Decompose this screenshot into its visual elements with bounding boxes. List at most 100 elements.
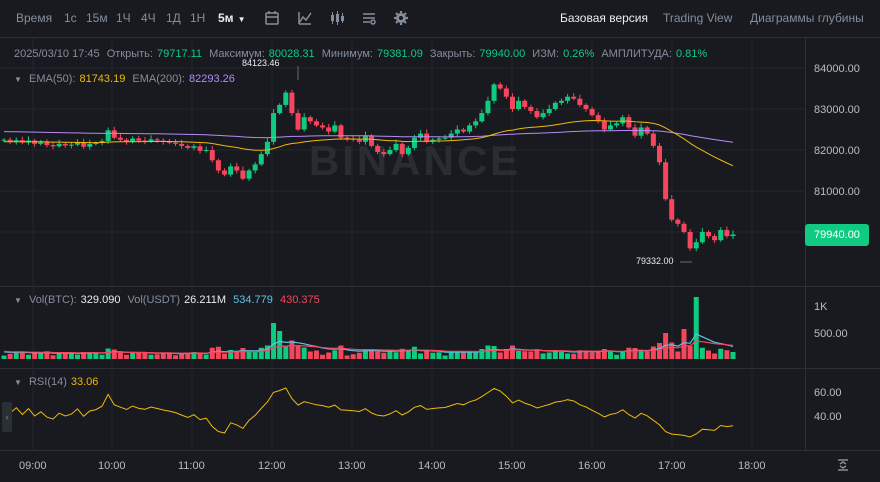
chevron-down-icon[interactable]: ▼: [14, 378, 22, 387]
candle-body: [313, 121, 319, 126]
gear-icon[interactable]: [393, 10, 409, 26]
volume-bar: [516, 351, 522, 359]
change-label: ИЗМ:: [532, 48, 560, 60]
volume-bar: [595, 351, 601, 359]
volume-bar: [148, 354, 154, 359]
candle-body: [369, 135, 375, 146]
active-interval-label: 5м: [218, 11, 234, 25]
candle-body: [583, 104, 589, 109]
view-basic[interactable]: Базовая версия: [560, 11, 648, 25]
view-tradingview[interactable]: Trading View: [663, 11, 733, 25]
candle-body: [424, 133, 430, 142]
candle-body: [509, 96, 515, 109]
volume-bar: [632, 348, 638, 359]
ema200-value: 82293.26: [188, 73, 235, 85]
volume-bar: [264, 345, 270, 359]
open-value: 79717.11: [156, 48, 203, 60]
volume-bar: [105, 348, 111, 359]
chevron-down-icon[interactable]: ▼: [14, 75, 22, 84]
candle-body: [491, 84, 497, 101]
volume-bar: [234, 351, 240, 359]
volume-bar: [56, 353, 62, 359]
candle-body: [283, 92, 289, 105]
candle-body: [1, 139, 7, 141]
rsi-legend[interactable]: ▼ RSI(14) 33.06: [14, 376, 102, 388]
volume-bar: [154, 354, 160, 359]
volume-bar: [87, 352, 93, 359]
vol-btc-label: Vol(BTC):: [28, 294, 77, 306]
volume-bar: [111, 349, 117, 359]
candle-type-icon[interactable]: [329, 10, 345, 26]
volume-bar: [307, 351, 313, 359]
candle-body: [467, 125, 473, 132]
candle-body: [614, 123, 620, 126]
candle-body: [271, 113, 277, 142]
candle-body: [620, 117, 626, 124]
volume-bar: [381, 352, 387, 359]
interval-4h[interactable]: 4Ч: [141, 11, 156, 25]
candle-body: [252, 164, 258, 171]
candle-body: [687, 232, 693, 249]
candles: [1, 82, 736, 252]
volume-bar: [142, 352, 148, 359]
candle-body: [718, 229, 724, 241]
pane-divider-rsi[interactable]: [0, 368, 880, 369]
interval-5m-dropdown[interactable]: 5м ▼: [218, 11, 245, 25]
calendar-icon[interactable]: [264, 10, 280, 26]
candle-body: [301, 117, 307, 130]
volume-legend[interactable]: ▼ Vol(BTC): 329.090 Vol(USDT) 26.211M 534.…: [14, 294, 324, 306]
interval-1w[interactable]: 1Н: [190, 11, 206, 25]
pane-divider-volume[interactable]: [0, 286, 880, 287]
volume-bar: [283, 346, 289, 359]
volume-tick: 500.00: [814, 328, 848, 340]
volume-bar: [13, 353, 19, 359]
volume-bar: [295, 346, 301, 359]
volume-bar: [173, 355, 179, 359]
volume-bars: [1, 297, 736, 359]
ema-legend[interactable]: ▼ EMA(50): 81743.19 EMA(200): 82293.26: [14, 73, 239, 85]
chart-toolbar: Время 1с 15м 1Ч 4Ч 1Д 1Н 5м ▼ Базовая вер…: [0, 0, 880, 38]
candle-body: [485, 100, 491, 114]
candle-body: [681, 223, 687, 232]
interval-time[interactable]: Время: [16, 11, 53, 25]
high-value: 80028.31: [268, 48, 315, 60]
volume-bar: [418, 353, 424, 359]
candle-body: [307, 117, 313, 122]
time-tick: 18:00: [738, 460, 766, 472]
interval-1d[interactable]: 1Д: [166, 11, 181, 25]
volume-bar: [528, 351, 534, 359]
candle-body: [222, 170, 228, 175]
interval-15m[interactable]: 15м: [86, 11, 108, 25]
ema50-label: EMA(50):: [28, 73, 76, 85]
candle-body: [436, 138, 442, 140]
candle-body: [442, 137, 448, 139]
volume-bar: [626, 347, 632, 359]
candle-body: [87, 143, 93, 147]
volume-bar: [344, 355, 350, 359]
indicator-icon[interactable]: [297, 10, 313, 26]
volume-bar: [68, 352, 74, 359]
volume-bar: [228, 350, 234, 359]
vol-ma2-value: 430.375: [279, 294, 320, 306]
settings-list-icon[interactable]: [361, 10, 377, 26]
expand-panel-handle[interactable]: ›: [2, 402, 12, 432]
interval-1h[interactable]: 1Ч: [116, 11, 131, 25]
candle-body: [44, 142, 50, 146]
volume-bar: [424, 350, 430, 359]
chevron-down-icon[interactable]: ▼: [14, 296, 22, 305]
amplitude-label: АМПЛИТУДА:: [601, 48, 672, 60]
volume-bar: [93, 352, 99, 359]
view-depth[interactable]: Диаграммы глубины: [750, 11, 864, 25]
volume-bar: [503, 349, 509, 359]
scale-toggle-icon[interactable]: [836, 458, 850, 472]
candle-body: [142, 140, 148, 142]
volume-tick: 1K: [814, 301, 828, 313]
interval-1s[interactable]: 1с: [64, 11, 77, 25]
volume-bar: [718, 348, 724, 359]
volume-bar: [203, 354, 209, 359]
volume-bar: [699, 347, 705, 359]
candle-body: [228, 166, 234, 175]
volume-bar: [614, 354, 620, 359]
candle-body: [93, 143, 99, 145]
